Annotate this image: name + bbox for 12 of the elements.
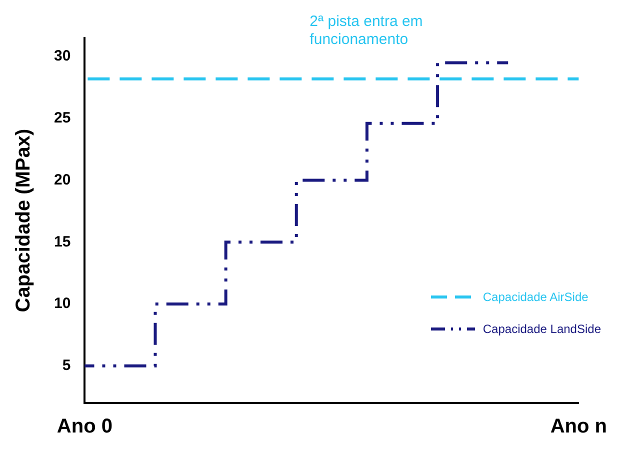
annotation: 2ª pista entra em funcionamento [310, 13, 423, 48]
y-tick-label: 5 [62, 357, 71, 374]
y-tick-label: 15 [54, 233, 71, 250]
y-tick-label: 25 [54, 110, 71, 127]
x-tick-label: Ano 0 [56, 416, 112, 438]
legend-label: Capacidade AirSide [482, 290, 588, 304]
legend-label: Capacidade LandSide [482, 322, 601, 336]
y-tick-label: 10 [54, 295, 71, 312]
y-axis-title: Capacidade (MPax) [12, 128, 35, 312]
y-tick-label: 30 [54, 48, 71, 65]
x-tick-label: Ano n [550, 416, 608, 438]
y-tick-label: 20 [54, 171, 71, 188]
